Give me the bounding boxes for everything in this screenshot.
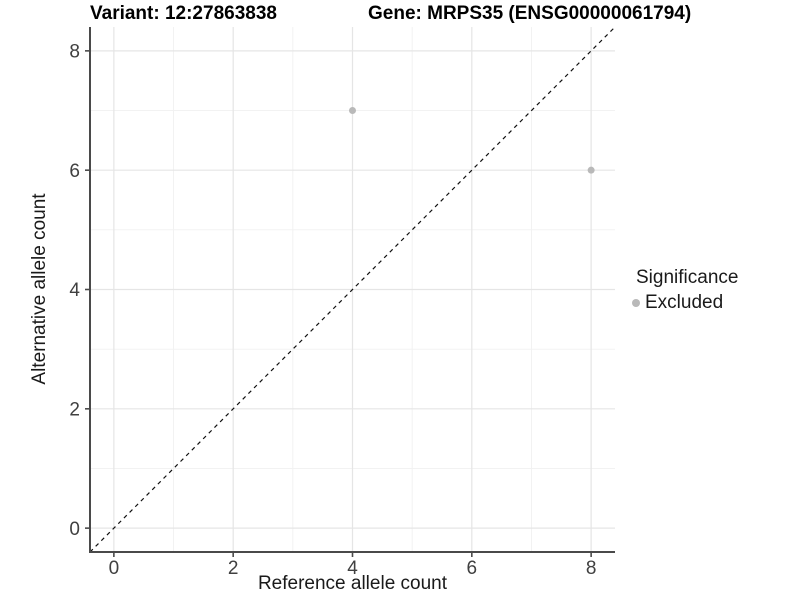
y-tick-label: 2 — [69, 399, 80, 420]
data-point — [349, 107, 356, 115]
data-points — [349, 107, 595, 174]
identity-reference-line — [89, 26, 616, 553]
x-axis-title: Reference allele count — [257, 573, 448, 594]
x-tick-label: 4 — [347, 558, 358, 579]
x-tick-label: 6 — [467, 558, 478, 579]
y-tick-label: 4 — [69, 280, 80, 301]
plot-title-variant: Variant: 12:27863838 — [90, 3, 277, 24]
y-axis-title: Alternative allele count — [29, 193, 50, 385]
y-tick-label: 6 — [69, 161, 80, 182]
x-tick-label: 0 — [109, 558, 120, 579]
x-tick-label: 8 — [586, 558, 597, 579]
legend-item-excluded: Excluded — [632, 292, 738, 314]
plot-title-gene: Gene: MRPS35 (ENSG00000061794) — [368, 3, 692, 24]
y-tick-label: 8 — [69, 42, 80, 63]
tick-marks — [85, 50, 592, 557]
legend-key-dot-icon — [632, 299, 640, 307]
data-point — [587, 166, 595, 174]
legend-item-label: Excluded — [645, 292, 724, 313]
x-tick-label: 2 — [228, 558, 239, 579]
legend: Significance Excluded — [630, 267, 738, 314]
legend-title: Significance — [636, 267, 739, 288]
y-tick-label: 0 — [69, 519, 80, 540]
